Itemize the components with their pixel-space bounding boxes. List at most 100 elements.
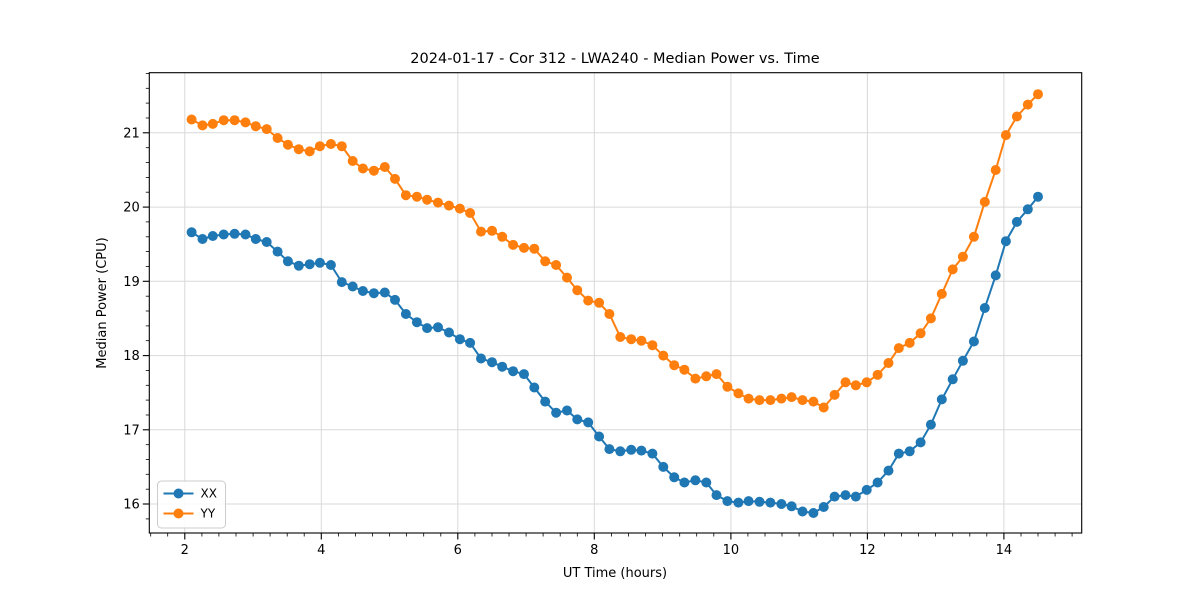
data-point-XX	[422, 323, 433, 334]
data-point-YY	[218, 115, 229, 126]
y-tick-label: 19	[123, 275, 140, 290]
data-point-XX	[658, 461, 669, 472]
data-point-XX	[711, 490, 722, 501]
data-point-XX	[1033, 191, 1043, 202]
data-point-XX	[357, 286, 368, 296]
data-point-XX	[818, 502, 829, 512]
x-tick-label: 2	[181, 543, 189, 558]
data-point-YY	[893, 343, 904, 354]
data-point-YY	[519, 242, 529, 253]
data-point-YY	[626, 334, 637, 345]
data-point-YY	[583, 295, 594, 306]
data-point-YY	[465, 208, 476, 218]
data-point-XX	[957, 355, 968, 366]
data-point-XX	[583, 417, 594, 428]
data-point-YY	[379, 162, 390, 172]
y-tick-label: 16	[123, 498, 140, 513]
data-point-XX	[282, 256, 293, 267]
data-point-XX	[465, 337, 476, 348]
data-point-XX	[904, 446, 915, 457]
x-tick-label: 14	[996, 543, 1013, 558]
series-line-YY	[191, 93, 1039, 409]
legend-item-label: XX	[201, 487, 217, 501]
data-point-YY	[658, 350, 669, 361]
data-point-XX	[850, 491, 861, 502]
legend-swatch-marker-XX	[173, 488, 184, 499]
data-point-YY	[186, 114, 197, 125]
data-point-YY	[476, 226, 486, 237]
data-point-YY	[690, 373, 701, 384]
data-point-XX	[626, 444, 637, 455]
data-point-XX	[218, 229, 229, 240]
data-point-YY	[1022, 99, 1033, 110]
x-axis-label: UT Time (hours)	[563, 566, 667, 581]
data-point-XX	[519, 369, 529, 380]
x-tick-label: 10	[723, 543, 740, 558]
data-point-XX	[400, 309, 411, 319]
data-point-XX	[454, 334, 465, 345]
data-point-XX	[786, 501, 797, 512]
data-point-XX	[1000, 236, 1011, 247]
data-point-YY	[808, 396, 819, 407]
data-point-XX	[250, 234, 261, 244]
grid-layer	[149, 72, 1082, 533]
data-point-XX	[572, 414, 583, 425]
data-point-YY	[304, 146, 315, 157]
series-layer	[186, 89, 1043, 518]
data-point-XX	[754, 496, 765, 507]
data-point-YY	[336, 141, 347, 152]
data-point-XX	[390, 294, 400, 305]
data-point-XX	[893, 448, 904, 459]
data-point-YY	[818, 402, 829, 413]
plot-border	[148, 72, 1083, 534]
series-line-XX	[191, 196, 1039, 515]
data-point-XX	[829, 491, 840, 502]
data-point-XX	[743, 496, 754, 507]
data-point-YY	[454, 203, 465, 214]
data-point-YY	[829, 389, 840, 400]
data-point-XX	[615, 446, 626, 457]
data-point-YY	[325, 139, 336, 149]
y-tick-label: 18	[123, 349, 140, 364]
data-point-XX	[487, 357, 497, 368]
data-point-YY	[444, 200, 454, 211]
data-point-YY	[240, 117, 251, 128]
data-point-YY	[904, 337, 915, 348]
data-point-XX	[872, 477, 883, 488]
data-point-YY	[390, 173, 400, 184]
data-point-YY	[979, 196, 990, 207]
legend: XX YY	[157, 480, 226, 529]
x-tick-label: 12	[859, 543, 876, 558]
data-point-YY	[562, 272, 572, 283]
data-point-YY	[497, 231, 508, 242]
data-point-YY	[293, 144, 304, 155]
data-point-YY	[647, 340, 658, 351]
y-tick-label: 20	[123, 201, 140, 216]
data-point-YY	[1011, 111, 1022, 122]
data-point-XX	[476, 353, 486, 364]
data-point-YY	[272, 133, 283, 143]
data-point-YY	[872, 369, 883, 380]
data-point-XX	[411, 317, 422, 328]
data-point-XX	[679, 477, 690, 488]
data-point-YY	[357, 163, 368, 174]
data-point-XX	[562, 405, 572, 416]
data-point-XX	[1022, 204, 1033, 215]
data-point-XX	[925, 419, 936, 430]
data-point-XX	[765, 497, 776, 508]
data-point-YY	[197, 120, 208, 131]
data-point-YY	[368, 165, 379, 176]
data-point-YY	[529, 243, 540, 254]
y-axis-label: Median Power (CPU)	[95, 237, 110, 368]
data-point-YY	[776, 393, 787, 404]
data-point-XX	[379, 287, 390, 298]
data-point-XX	[883, 465, 894, 476]
data-point-XX	[594, 431, 605, 442]
data-point-YY	[679, 364, 690, 375]
data-point-XX	[261, 237, 272, 247]
data-point-YY	[840, 377, 851, 388]
x-tick-label: 6	[454, 543, 462, 558]
data-point-YY	[615, 332, 626, 342]
data-point-YY	[797, 395, 808, 406]
